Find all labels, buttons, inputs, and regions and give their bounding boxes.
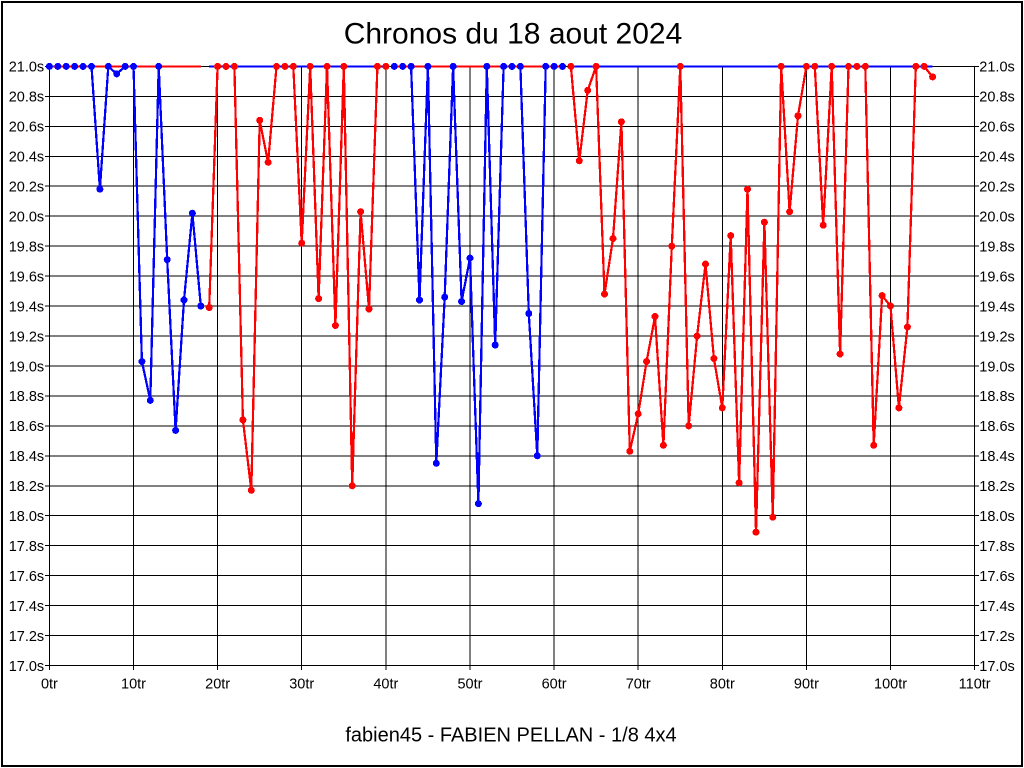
svg-text:18.4s: 18.4s: [9, 449, 44, 465]
svg-text:20.8s: 20.8s: [9, 90, 44, 106]
svg-text:60tr: 60tr: [542, 677, 567, 693]
svg-text:fabien45 - FABIEN PELLAN - 1/8: fabien45 - FABIEN PELLAN - 1/8 4x4: [345, 725, 676, 747]
svg-text:Chronos du 18 aout 2024: Chronos du 18 aout 2024: [344, 18, 683, 51]
svg-text:20.6s: 20.6s: [979, 120, 1014, 136]
svg-text:18.8s: 18.8s: [979, 389, 1014, 405]
svg-text:17.4s: 17.4s: [979, 599, 1014, 615]
svg-text:19.2s: 19.2s: [979, 329, 1014, 345]
svg-text:80tr: 80tr: [710, 677, 735, 693]
svg-text:18.6s: 18.6s: [979, 419, 1014, 435]
svg-text:18.6s: 18.6s: [9, 419, 44, 435]
svg-text:17.8s: 17.8s: [979, 539, 1014, 555]
svg-text:40tr: 40tr: [373, 677, 398, 693]
svg-text:20.2s: 20.2s: [9, 180, 44, 196]
svg-text:10tr: 10tr: [121, 677, 146, 693]
svg-text:17.0s: 17.0s: [9, 659, 44, 675]
svg-text:17.8s: 17.8s: [9, 539, 44, 555]
svg-text:17.0s: 17.0s: [979, 659, 1014, 675]
svg-text:18.2s: 18.2s: [979, 479, 1014, 495]
svg-text:19.8s: 19.8s: [9, 239, 44, 255]
svg-text:20.6s: 20.6s: [9, 120, 44, 136]
svg-text:50tr: 50tr: [457, 677, 482, 693]
svg-text:100tr: 100tr: [874, 677, 907, 693]
svg-text:17.2s: 17.2s: [979, 629, 1014, 645]
svg-text:19.0s: 19.0s: [9, 359, 44, 375]
svg-text:19.2s: 19.2s: [9, 329, 44, 345]
svg-text:70tr: 70tr: [626, 677, 651, 693]
svg-text:18.2s: 18.2s: [9, 479, 44, 495]
svg-text:17.4s: 17.4s: [9, 599, 44, 615]
svg-text:17.6s: 17.6s: [9, 569, 44, 585]
svg-text:90tr: 90tr: [794, 677, 819, 693]
svg-text:19.8s: 19.8s: [979, 239, 1014, 255]
svg-text:19.6s: 19.6s: [9, 269, 44, 285]
svg-text:21.0s: 21.0s: [9, 60, 44, 76]
svg-text:0tr: 0tr: [41, 677, 58, 693]
svg-text:18.8s: 18.8s: [9, 389, 44, 405]
svg-text:21.0s: 21.0s: [979, 60, 1014, 76]
svg-text:19.0s: 19.0s: [979, 359, 1014, 375]
svg-text:18.0s: 18.0s: [9, 509, 44, 525]
svg-text:19.4s: 19.4s: [979, 299, 1014, 315]
svg-text:18.0s: 18.0s: [979, 509, 1014, 525]
svg-text:17.2s: 17.2s: [9, 629, 44, 645]
svg-text:20.4s: 20.4s: [9, 150, 44, 166]
svg-text:20.4s: 20.4s: [979, 150, 1014, 166]
svg-text:20.8s: 20.8s: [979, 90, 1014, 106]
svg-text:20.0s: 20.0s: [979, 209, 1014, 225]
svg-text:18.4s: 18.4s: [979, 449, 1014, 465]
svg-text:20.2s: 20.2s: [979, 180, 1014, 196]
svg-text:110tr: 110tr: [959, 677, 991, 693]
svg-text:30tr: 30tr: [289, 677, 314, 693]
svg-text:17.6s: 17.6s: [979, 569, 1014, 585]
svg-text:20tr: 20tr: [205, 677, 230, 693]
svg-text:19.4s: 19.4s: [9, 299, 44, 315]
svg-text:20.0s: 20.0s: [9, 209, 44, 225]
svg-text:19.6s: 19.6s: [979, 269, 1014, 285]
